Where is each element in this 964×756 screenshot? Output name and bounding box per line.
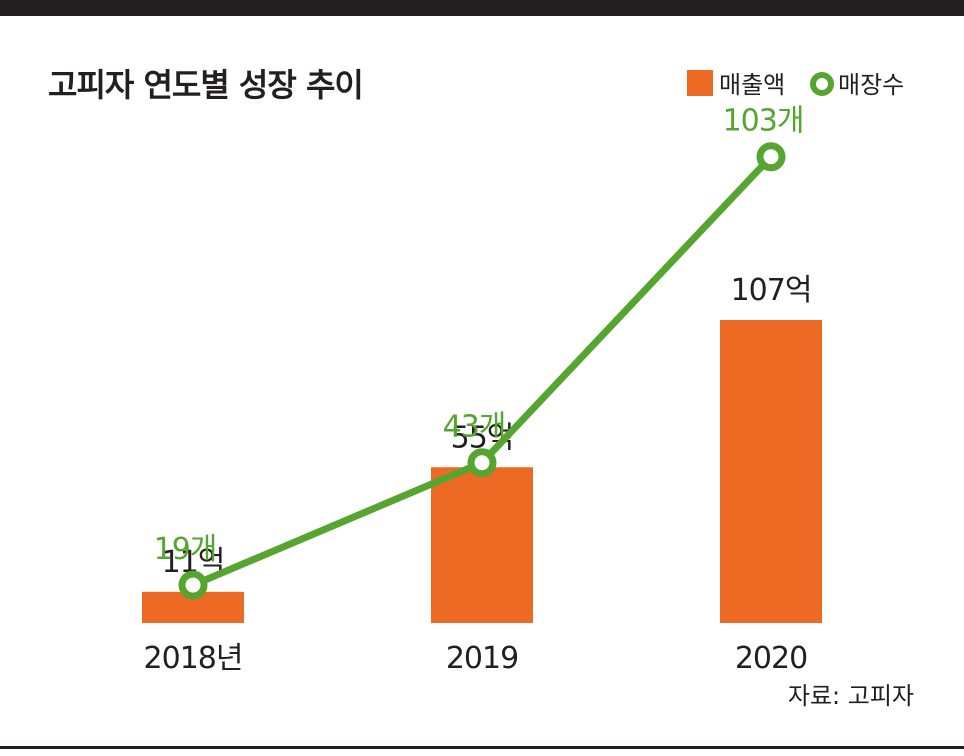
legend-label-stores: 매장수	[838, 71, 904, 99]
line-label-2: 103개	[723, 104, 804, 139]
line-label-0: 19개	[154, 532, 217, 567]
x-tick-label-1: 2019	[446, 641, 518, 676]
line-label-1: 43개	[443, 410, 506, 445]
line-point-1	[467, 448, 497, 478]
chart-title: 고피자 연도별 성장 추이	[48, 66, 364, 104]
bar-sales-1	[431, 467, 533, 623]
line-point-0	[178, 570, 208, 600]
x-tick-label-2: 2020	[735, 641, 807, 676]
legend-swatch-sales	[687, 70, 713, 96]
source-note: 자료: 고피자	[787, 682, 914, 710]
top-bar	[0, 0, 964, 16]
line-point-2	[756, 142, 786, 172]
x-tick-label-0: 2018년	[144, 641, 243, 676]
line-series: 19개 43개 103개	[154, 104, 804, 600]
legend: 매출액 매장수	[687, 70, 904, 99]
x-axis-ticks: 2018년 2019 2020	[144, 641, 809, 676]
bar-label-2: 107억	[731, 273, 812, 308]
bar-sales-2	[720, 320, 822, 623]
legend-marker-stores	[810, 72, 834, 96]
legend-label-sales: 매출액	[719, 71, 785, 99]
bottom-rule	[0, 746, 964, 749]
